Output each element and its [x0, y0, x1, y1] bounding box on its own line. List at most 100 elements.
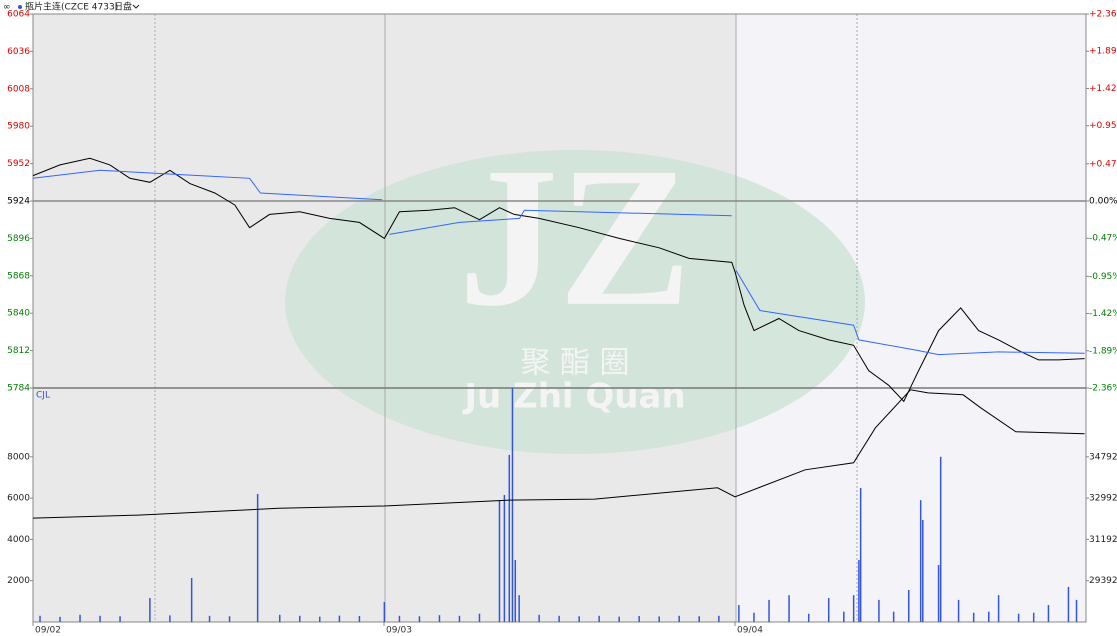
volume-bar — [398, 615, 401, 622]
y2-tick-label: -1.42% — [1089, 309, 1117, 319]
volume-bar — [79, 614, 81, 622]
volume-bar — [149, 598, 151, 622]
volume-bar — [99, 615, 101, 622]
volume-bar — [922, 519, 924, 622]
volume-bar — [59, 616, 61, 622]
volume-bar — [698, 616, 700, 622]
y-tick-label: 5812 — [7, 346, 30, 356]
panel-label: CJL — [36, 391, 50, 401]
volume-bar — [788, 595, 790, 622]
volume-bar — [957, 599, 960, 622]
y-tick-label: 8000 — [7, 452, 30, 462]
volume-bar — [299, 615, 301, 622]
y2-tick-label: -0.47% — [1089, 234, 1117, 244]
volume-bar — [1047, 605, 1050, 622]
x-tick-label: 09/04 — [737, 626, 763, 636]
volume-bar — [319, 616, 321, 622]
plot-layer: 6064 6036 6008 5980 5952 5924 5896 5868 5840 5812… — [7, 10, 1117, 636]
watermark-ellipse — [285, 150, 865, 454]
volume-bar — [852, 595, 855, 622]
volume-bar — [658, 616, 660, 622]
volume-bar — [478, 613, 481, 622]
volume-bar — [827, 598, 830, 622]
y2-tick-label: 29392 — [1089, 576, 1117, 586]
y2-tick-label: +0.47% — [1089, 159, 1117, 169]
y-tick-label: 6036 — [7, 47, 30, 57]
watermark-logo: JZ — [458, 127, 691, 348]
volume-bar — [972, 612, 975, 622]
volume-bar — [1032, 612, 1035, 622]
y-tick-label: 2000 — [7, 576, 30, 586]
symbol-dot — [18, 5, 22, 9]
y-tick-label: 6000 — [7, 494, 30, 504]
x-tick-label: 09/02 — [35, 626, 61, 636]
volume-bar — [907, 589, 910, 622]
volume-bar — [418, 616, 421, 622]
y2-tick-label: -1.89% — [1089, 346, 1117, 356]
y2-tick-label: +1.89% — [1089, 47, 1117, 57]
volume-bar — [859, 487, 862, 622]
volume-bar — [939, 456, 942, 622]
y-tick-label: 5980 — [7, 122, 30, 132]
volume-bar — [256, 493, 259, 622]
y-tick-label: 5868 — [7, 271, 30, 281]
y2-tick-label: 0.00% — [1089, 197, 1117, 207]
dropdown-arrow[interactable] — [132, 4, 140, 9]
volume-bar — [919, 500, 922, 622]
y-tick-label: 4000 — [7, 535, 30, 545]
volume-bar — [753, 612, 755, 622]
y-tick-label: 5952 — [7, 159, 30, 169]
watermark: JZ 聚 酯 圈 Ju Zhi Quan — [285, 127, 865, 454]
symbol-label[interactable]: 瓶片主连(CZCE 4733) — [25, 1, 118, 13]
volume-bar — [578, 616, 580, 622]
y2-tick-label: 34792 — [1089, 452, 1117, 462]
y-tick-label: 6008 — [7, 84, 30, 94]
session-selector[interactable]: 日盘 — [114, 1, 132, 13]
volume-bar — [807, 613, 810, 622]
volume-bar — [169, 615, 171, 622]
volume-bar — [190, 578, 193, 622]
volume-bar — [39, 615, 41, 622]
volume-bar — [358, 616, 361, 622]
toolbar: ∞ 瓶片主连(CZCE 4733) 日盘 — [3, 1, 140, 13]
x-tick-label: 09/03 — [386, 626, 412, 636]
volume-bar — [1067, 586, 1070, 622]
volume-bar — [498, 500, 501, 622]
volume-bar — [511, 388, 514, 622]
volume-bar — [508, 454, 511, 622]
volume-bar — [858, 560, 860, 622]
volume-bar — [518, 595, 520, 622]
volume-bar — [1017, 613, 1020, 622]
y2-tick-label: 32992 — [1089, 494, 1117, 504]
volume-bar — [937, 564, 940, 622]
watermark-chinese: 聚 酯 圈 — [520, 346, 629, 381]
price-line — [32, 169, 1085, 356]
price-line — [32, 157, 1085, 403]
volume-bar — [514, 560, 517, 622]
volume-bar — [558, 615, 560, 622]
volume-bar — [119, 616, 121, 622]
volume-bar — [503, 494, 506, 622]
volume-bar — [458, 615, 461, 622]
volume-bar — [988, 611, 990, 622]
y-tick-label: 5896 — [7, 234, 30, 244]
volume-bar — [738, 605, 740, 622]
y2-tick-label: +1.42% — [1089, 84, 1117, 94]
volume-bar — [279, 614, 281, 622]
y-tick-label: 5924 — [7, 197, 30, 207]
y2-tick-label: +0.95% — [1089, 121, 1117, 131]
y2-tick-label: -2.36% — [1089, 384, 1117, 394]
volume-bar — [768, 599, 770, 622]
volume-bar — [638, 616, 640, 622]
volume-bar — [618, 616, 620, 622]
y2-tick-label: -0.95% — [1089, 272, 1117, 282]
volume-bar — [718, 615, 720, 622]
watermark-english: Ju Zhi Quan — [462, 377, 685, 417]
volume-bar — [843, 611, 845, 622]
y2-tick-label: 31192 — [1089, 535, 1117, 545]
volume-bar — [997, 595, 1000, 622]
volume-bar — [678, 615, 680, 622]
volume-bar — [878, 599, 880, 622]
volume-bar — [1075, 599, 1078, 622]
